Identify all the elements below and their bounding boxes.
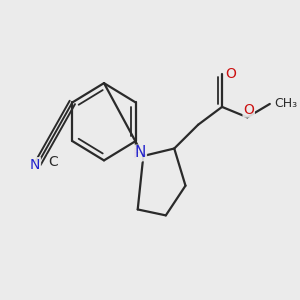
Text: N: N [135, 146, 146, 160]
Text: O: O [225, 67, 236, 81]
Text: N: N [30, 158, 40, 172]
Text: O: O [243, 103, 254, 117]
Text: C: C [49, 155, 58, 169]
Text: CH₃: CH₃ [274, 98, 297, 110]
Text: F: F [133, 148, 141, 161]
